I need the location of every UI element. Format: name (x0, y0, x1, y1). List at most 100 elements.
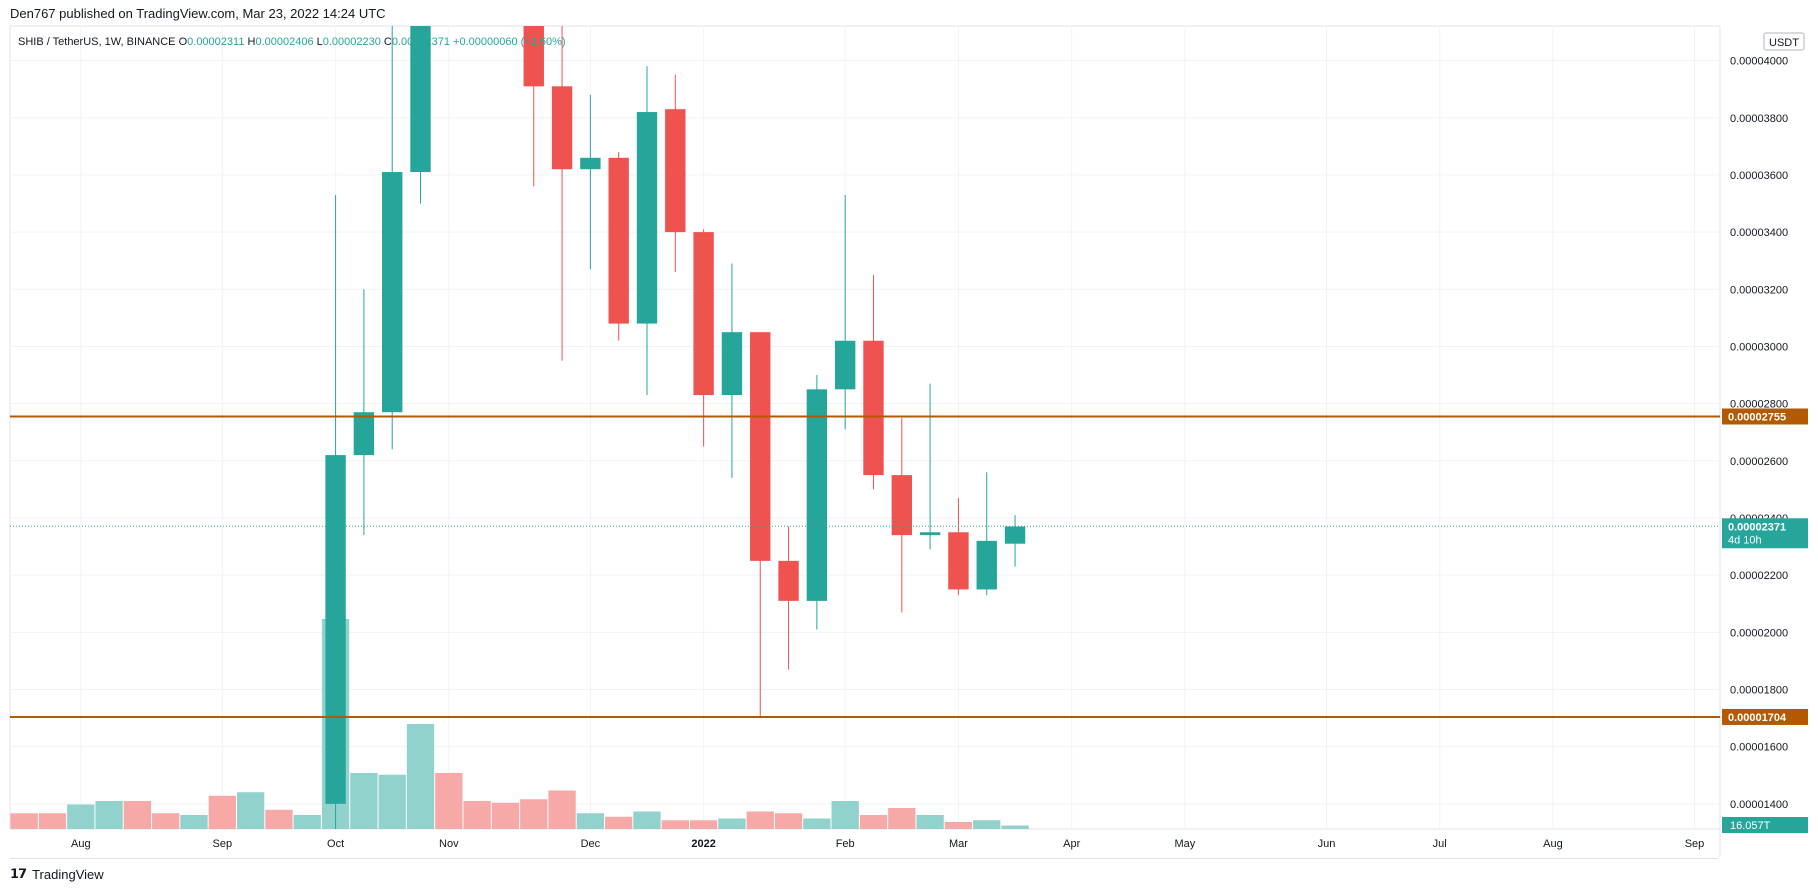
candle-body (891, 475, 912, 536)
y-tick-label: 0.00003200 (1730, 284, 1788, 296)
volume-bar (378, 774, 406, 829)
candle-body (750, 332, 771, 561)
candle-body (721, 332, 743, 396)
volume-bar (831, 801, 859, 829)
volume-bar (435, 773, 463, 829)
candle-body (353, 412, 375, 456)
candle-body (523, 26, 544, 87)
volume-bar (67, 804, 95, 829)
volume-bar (406, 724, 435, 829)
candle-body (919, 532, 941, 536)
volume-bar (746, 811, 774, 829)
volume-bar (350, 773, 378, 829)
volume-bar (152, 813, 180, 829)
x-tick-label: Aug (1543, 838, 1563, 850)
volume-bar (859, 815, 888, 829)
candle-body (410, 26, 431, 173)
volume-tag (1722, 817, 1808, 833)
candle-body (551, 86, 573, 170)
symbol-legend: SHIB / TetherUS, 1W, BINANCE O0.00002311… (18, 36, 566, 48)
candle-body (665, 109, 686, 233)
x-tick-label: Sep (213, 838, 233, 850)
x-tick-label: Aug (71, 838, 91, 850)
volume-bar (463, 801, 491, 829)
volume-bar (689, 820, 718, 829)
high-label: H (248, 36, 256, 48)
volume-bar (605, 816, 633, 829)
x-tick-label: Sep (1685, 838, 1705, 850)
change-value: +0.00000060 (453, 36, 521, 48)
y-tick-label: 0.00002000 (1730, 627, 1788, 639)
last-price-tag (1722, 518, 1808, 549)
volume-bar (180, 815, 208, 829)
level-price-label: 0.00001704 (1728, 712, 1787, 724)
volume-bar (944, 822, 973, 829)
y-tick-label: 0.00003800 (1730, 113, 1788, 125)
y-tick-label: 0.00001400 (1730, 799, 1788, 811)
candle-body (580, 157, 601, 170)
volume-bar (548, 790, 576, 829)
open-value: 0.00002311 (187, 36, 247, 48)
y-tick-label: 0.00002200 (1730, 570, 1788, 582)
level-price-tag (1722, 408, 1808, 425)
x-tick-label: Mar (949, 838, 968, 850)
volume-bar (774, 813, 803, 829)
volume-bar (916, 815, 944, 829)
candle-body (1004, 526, 1026, 544)
x-tick-label: Jun (1318, 838, 1336, 850)
x-tick-label: Apr (1063, 838, 1080, 850)
volume-bar (95, 801, 123, 829)
y-tick-label: 0.00001600 (1730, 742, 1788, 754)
x-tick-label: Nov (439, 838, 459, 850)
low-value: 0.00002230 (323, 36, 384, 48)
tradingview-brand[interactable]: 𝟭𝟳 TradingView (10, 866, 104, 882)
footer-divider (10, 858, 1718, 859)
volume-bar (123, 801, 152, 829)
volume-bar (633, 811, 661, 829)
volume-bar (1001, 825, 1029, 829)
x-tick-label: May (1175, 838, 1196, 850)
candle-body (636, 112, 658, 324)
x-tick-label: Dec (581, 838, 601, 850)
volume-bar (803, 818, 831, 829)
level-price-label: 0.00002755 (1728, 411, 1786, 423)
candle-body (976, 540, 997, 590)
tradingview-logo-icon: 𝟭𝟳 (10, 866, 27, 881)
x-tick-label: Jul (1433, 838, 1447, 850)
x-tick-label: Oct (327, 838, 344, 850)
candle-body (325, 455, 346, 804)
x-tick-label: 2022 (691, 838, 715, 850)
volume-bar (293, 815, 321, 829)
candle-body (834, 340, 856, 390)
volume-bar (236, 792, 265, 829)
volume-bar (265, 809, 293, 829)
y-tick-label: 0.00004000 (1730, 56, 1788, 68)
candle-body (382, 172, 403, 413)
volume-bar (576, 813, 605, 829)
symbol-name: SHIB / TetherUS, 1W, BINANCE (18, 36, 179, 48)
close-value: 0.00002371 (392, 36, 453, 48)
volume-bar (491, 802, 520, 829)
open-label: O (179, 36, 188, 48)
x-tick-label: Feb (836, 838, 855, 850)
publisher-line: Den767 published on TradingView.com, Mar… (10, 6, 386, 21)
volume-bar (718, 818, 746, 829)
volume-bar (38, 813, 67, 829)
candle-body (948, 532, 969, 590)
close-label: C (384, 36, 392, 48)
y-tick-label: 0.00002600 (1730, 456, 1788, 468)
candle-body (778, 560, 799, 601)
candle-body (863, 340, 884, 476)
currency-badge (1763, 32, 1805, 51)
volume-bar (520, 799, 548, 829)
plot-area (10, 26, 1720, 829)
y-tick-label: 0.00001800 (1730, 684, 1788, 696)
y-tick-label: 0.00003600 (1730, 170, 1788, 182)
y-tick-label: 0.00003000 (1730, 341, 1788, 353)
candle-body (806, 389, 828, 601)
y-tick-label: 0.00002800 (1730, 399, 1788, 411)
candle-body (693, 232, 714, 396)
change-percent: (+2.60%) (521, 36, 566, 48)
y-tick-label: 0.00003400 (1730, 227, 1788, 239)
